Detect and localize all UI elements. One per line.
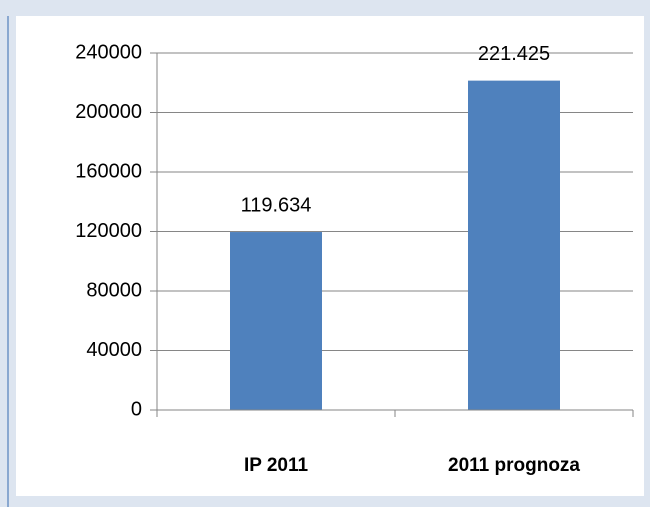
y-tick-label: 200000	[75, 101, 142, 123]
y-tick-label: 240000	[75, 41, 142, 63]
data-label: 221.425	[478, 43, 550, 65]
y-tick-label: 120000	[75, 220, 142, 242]
bar	[468, 80, 560, 410]
x-tick-label: 2011 prognoza	[448, 455, 580, 476]
y-tick-label: 0	[131, 398, 142, 420]
y-tick-label: 40000	[86, 339, 142, 361]
y-tick-label: 80000	[86, 279, 142, 301]
bar	[230, 232, 322, 410]
y-tick-label: 160000	[75, 160, 142, 182]
x-tick-label: IP 2011	[244, 455, 309, 476]
data-label: 119.634	[241, 194, 312, 216]
